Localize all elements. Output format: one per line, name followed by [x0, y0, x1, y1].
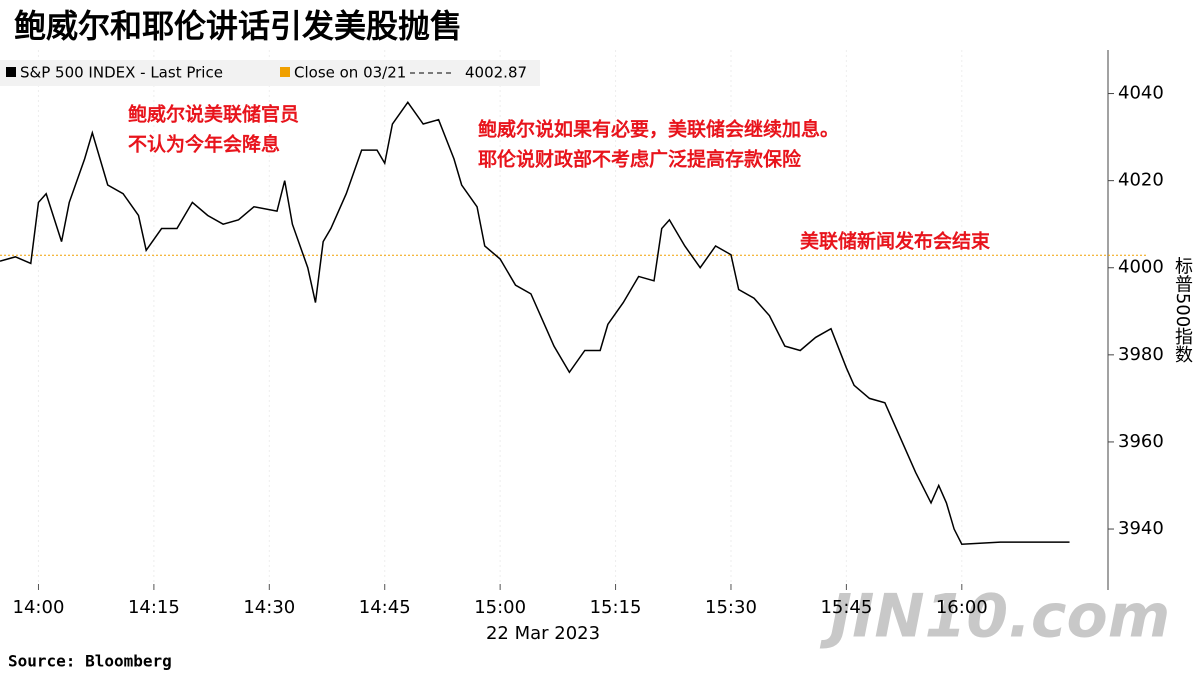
- y-tick-label: 3960: [1118, 431, 1164, 452]
- legend-value: 4002.87: [465, 64, 527, 82]
- x-tick-label: 15:45: [820, 597, 872, 618]
- x-tick-label: 15:15: [590, 597, 642, 618]
- x-tick-label: 15:30: [705, 597, 757, 618]
- y-tick-label: 4000: [1118, 257, 1164, 278]
- legend-label: S&P 500 INDEX - Last Price: [20, 64, 223, 82]
- y-axis-label: 标普500指数: [1172, 257, 1193, 364]
- y-tick-label: 4020: [1118, 170, 1164, 191]
- annotation: 鲍威尔说美联储官员: [128, 103, 299, 126]
- price-line: [0, 100, 1070, 546]
- y-tick-label: 3940: [1118, 518, 1164, 539]
- annotation: 鲍威尔说如果有必要，美联储会继续加息。: [478, 118, 839, 141]
- legend-swatch: [6, 67, 16, 77]
- annotation: 耶伦说财政部不考虑广泛提高存款保险: [478, 148, 802, 171]
- y-tick-label: 4040: [1118, 83, 1164, 104]
- x-axis-label: 22 Mar 2023: [486, 623, 600, 644]
- x-tick-label: 16:00: [936, 597, 988, 618]
- x-tick-label: 14:00: [13, 597, 65, 618]
- source: Source: Bloomberg: [8, 652, 172, 671]
- x-tick-label: 14:45: [359, 597, 411, 618]
- legend-label: Close on 03/21: [294, 64, 406, 82]
- x-tick-label: 15:00: [474, 597, 526, 618]
- watermark: JIN10.com: [820, 582, 1170, 652]
- legend-swatch: [280, 67, 290, 77]
- annotation: 不认为今年会降息: [128, 133, 280, 156]
- y-tick-label: 3980: [1118, 344, 1164, 365]
- annotation: 美联储新闻发布会结束: [800, 230, 991, 253]
- chart-title: 鲍威尔和耶伦讲话引发美股抛售: [14, 7, 462, 45]
- x-tick-label: 14:15: [128, 597, 180, 618]
- x-tick-label: 14:30: [243, 597, 295, 618]
